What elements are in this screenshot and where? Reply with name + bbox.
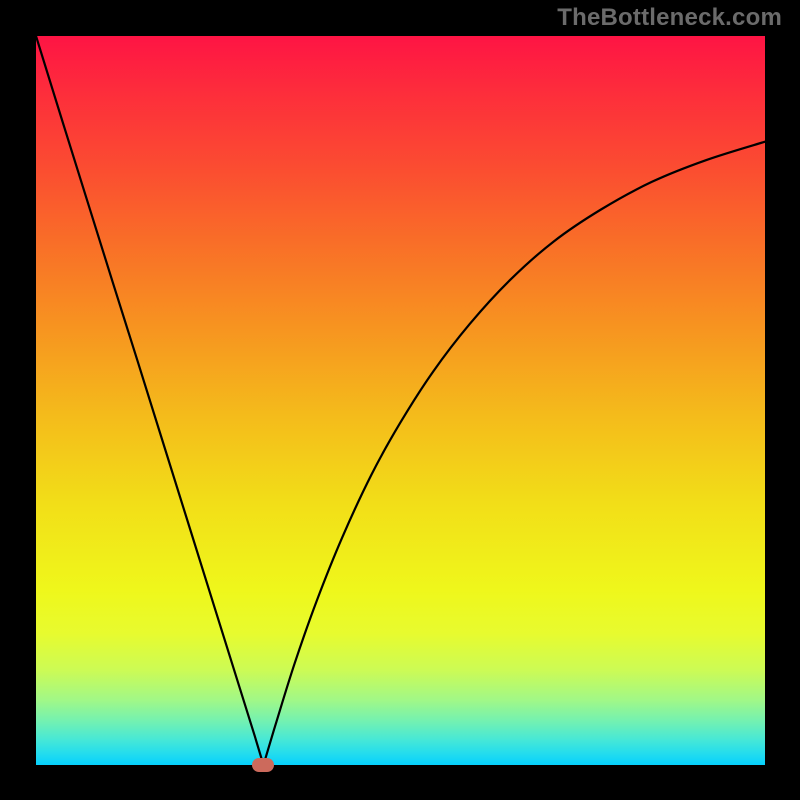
curve-layer	[36, 36, 765, 765]
bottleneck-curve	[36, 36, 765, 765]
plot-area	[36, 36, 765, 765]
dip-marker	[252, 758, 274, 772]
watermark-text: TheBottleneck.com	[557, 4, 782, 32]
canvas: TheBottleneck.com	[0, 0, 800, 800]
